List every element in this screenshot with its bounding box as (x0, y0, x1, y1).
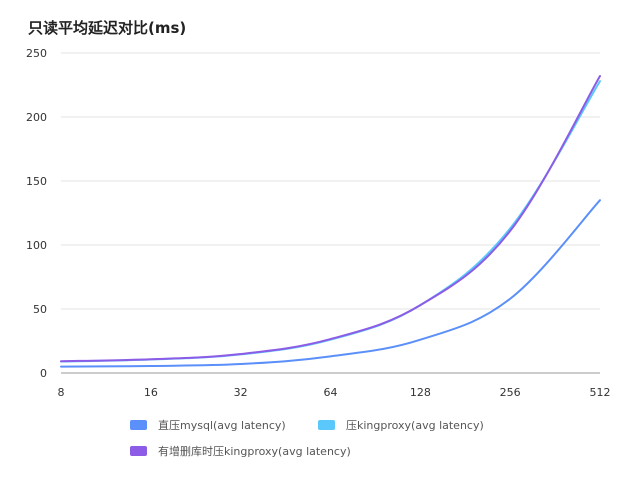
legend-item: 直压mysql(avg latency) (130, 418, 286, 432)
legend-swatch (130, 446, 147, 456)
y-tick-label: 250 (26, 47, 47, 60)
legend-label: 有增删库时压kingproxy(avg latency) (158, 444, 351, 458)
series-line-1 (60, 199, 601, 368)
legend-item: 有增删库时压kingproxy(avg latency) (130, 444, 351, 458)
legend-item: 压kingproxy(avg latency) (318, 419, 484, 432)
legend-label: 压kingproxy(avg latency) (346, 419, 484, 432)
series-line-2 (60, 80, 601, 363)
legend-label: 直压mysql(avg latency) (158, 418, 286, 432)
chart-title: 只读平均延迟对比(ms) (28, 19, 187, 37)
series-layer (60, 75, 601, 368)
legend-swatch (130, 420, 147, 430)
x-tick-label: 128 (410, 386, 431, 399)
y-tick-label: 150 (26, 175, 47, 188)
x-tick-label: 64 (324, 386, 338, 399)
y-tick-label: 0 (40, 367, 47, 380)
legend-swatch (318, 420, 335, 430)
legend: 直压mysql(avg latency) 压kingproxy(avg laten… (130, 418, 484, 458)
y-tick-label: 50 (33, 303, 47, 316)
x-tick-label: 8 (58, 386, 65, 399)
y-tick-label: 100 (26, 239, 47, 252)
x-tick-label: 256 (500, 386, 521, 399)
grid-layer (61, 52, 600, 374)
x-tick-label: 16 (144, 386, 158, 399)
x-tick-label: 32 (234, 386, 248, 399)
axis-layer: 0 50 100 150 200 250 8 16 32 64 128 256 512 (26, 47, 611, 399)
y-tick-label: 200 (26, 111, 47, 124)
x-tick-label: 512 (590, 386, 611, 399)
series-line-3 (60, 75, 601, 363)
